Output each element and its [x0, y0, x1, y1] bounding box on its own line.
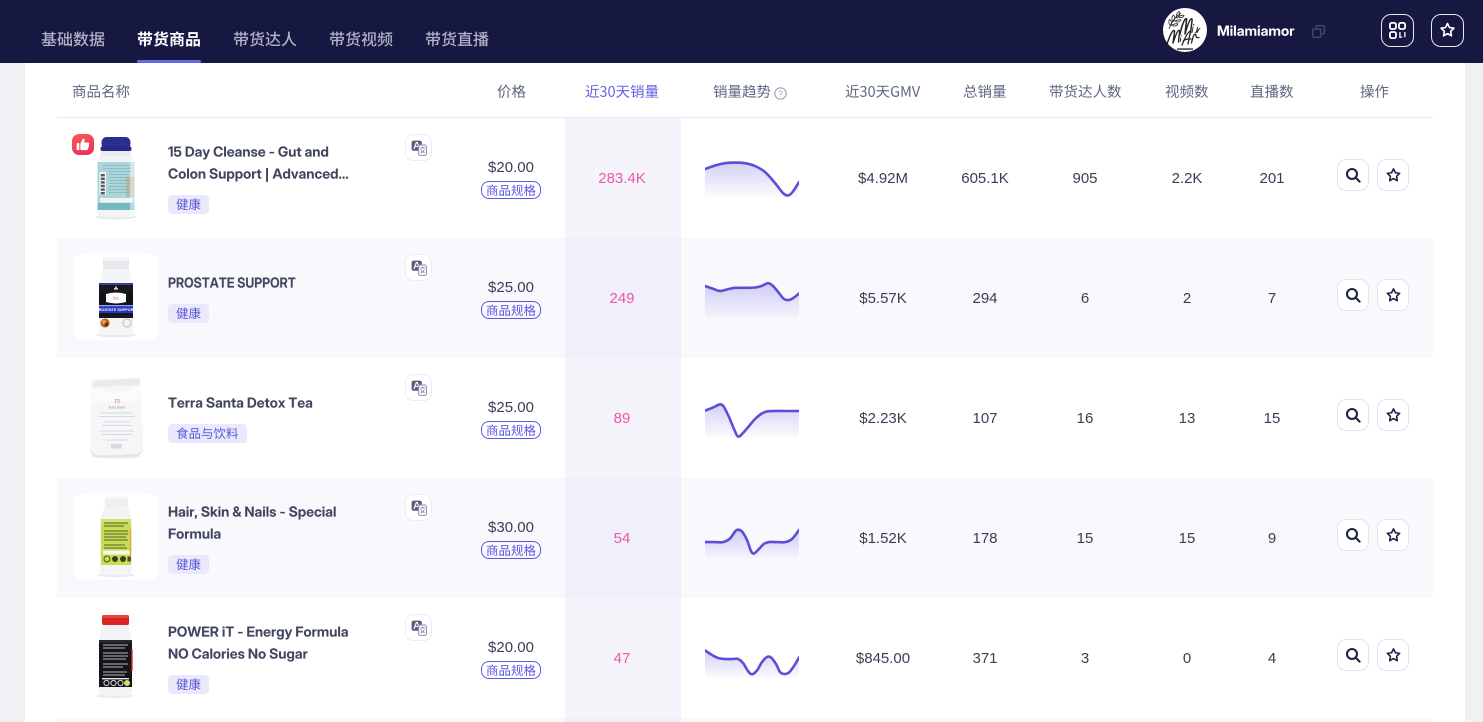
svg-text:Xtra: Xtra [112, 297, 120, 301]
svg-text:TS: TS [114, 399, 120, 405]
svg-text:?: ? [778, 89, 783, 98]
svg-text:☘: ☘ [114, 286, 119, 293]
svg-text:terra santa: terra santa [109, 406, 125, 410]
svg-text:PROSTATE SUPPORT: PROSTATE SUPPORT [96, 308, 136, 312]
